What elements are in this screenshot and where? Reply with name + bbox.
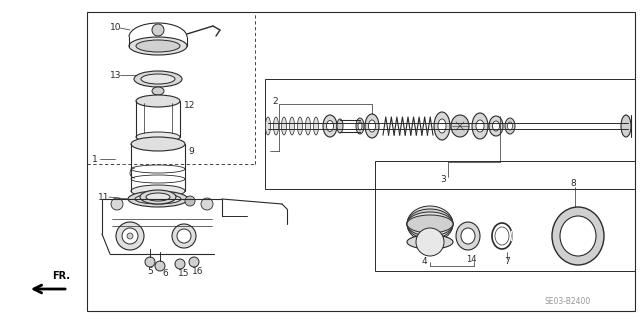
Text: 15: 15 xyxy=(178,270,189,278)
Ellipse shape xyxy=(461,228,475,244)
Circle shape xyxy=(189,257,199,267)
Circle shape xyxy=(177,229,191,243)
Circle shape xyxy=(122,228,138,244)
Text: FR.: FR. xyxy=(52,271,70,281)
Circle shape xyxy=(152,24,164,36)
Ellipse shape xyxy=(451,115,469,137)
Text: 11: 11 xyxy=(98,192,109,202)
Text: 5: 5 xyxy=(147,266,153,276)
Ellipse shape xyxy=(434,112,450,140)
Ellipse shape xyxy=(298,117,303,135)
Circle shape xyxy=(116,222,144,250)
Bar xyxy=(375,161,635,271)
Circle shape xyxy=(175,259,185,269)
Text: 3: 3 xyxy=(440,174,445,183)
Ellipse shape xyxy=(136,40,180,52)
Ellipse shape xyxy=(552,207,604,265)
Text: 12: 12 xyxy=(184,100,195,109)
Ellipse shape xyxy=(472,113,488,139)
Ellipse shape xyxy=(438,119,446,133)
Ellipse shape xyxy=(134,71,182,87)
Bar xyxy=(265,79,635,189)
Ellipse shape xyxy=(407,212,453,236)
Ellipse shape xyxy=(493,121,499,131)
Text: 13: 13 xyxy=(110,70,122,79)
Ellipse shape xyxy=(131,137,185,151)
Ellipse shape xyxy=(456,222,480,250)
Ellipse shape xyxy=(323,115,337,137)
Ellipse shape xyxy=(407,235,453,249)
Circle shape xyxy=(201,198,213,210)
Ellipse shape xyxy=(135,194,181,204)
Ellipse shape xyxy=(129,37,187,55)
Ellipse shape xyxy=(266,117,271,135)
Ellipse shape xyxy=(365,114,379,138)
Ellipse shape xyxy=(505,118,515,134)
Text: 2: 2 xyxy=(272,97,278,106)
Circle shape xyxy=(111,198,123,210)
Ellipse shape xyxy=(326,121,333,131)
Ellipse shape xyxy=(508,122,513,130)
Text: 16: 16 xyxy=(192,268,204,277)
Ellipse shape xyxy=(140,190,176,204)
Text: SE03-B2400: SE03-B2400 xyxy=(545,296,591,306)
Ellipse shape xyxy=(131,185,185,197)
Ellipse shape xyxy=(141,74,175,84)
Ellipse shape xyxy=(495,227,509,245)
Text: 1: 1 xyxy=(92,154,98,164)
Text: 10: 10 xyxy=(110,24,122,33)
Ellipse shape xyxy=(621,115,631,137)
Bar xyxy=(87,12,635,311)
Ellipse shape xyxy=(152,87,164,95)
Ellipse shape xyxy=(560,216,596,256)
Text: 14: 14 xyxy=(466,256,477,264)
Circle shape xyxy=(172,224,196,248)
Ellipse shape xyxy=(146,193,170,201)
Ellipse shape xyxy=(136,95,180,107)
Ellipse shape xyxy=(489,116,503,136)
Ellipse shape xyxy=(337,119,343,133)
Text: 7: 7 xyxy=(504,257,509,266)
Ellipse shape xyxy=(273,117,278,135)
Circle shape xyxy=(127,233,133,239)
Ellipse shape xyxy=(289,117,294,135)
Circle shape xyxy=(145,257,155,267)
Ellipse shape xyxy=(407,215,453,233)
Ellipse shape xyxy=(128,191,188,207)
Ellipse shape xyxy=(369,120,376,132)
Ellipse shape xyxy=(356,118,364,134)
Ellipse shape xyxy=(407,206,453,242)
Text: 9: 9 xyxy=(188,147,194,157)
Text: 8: 8 xyxy=(570,180,576,189)
Ellipse shape xyxy=(358,122,362,130)
Ellipse shape xyxy=(476,120,484,132)
Ellipse shape xyxy=(136,132,180,142)
Circle shape xyxy=(185,196,195,206)
Text: 6: 6 xyxy=(162,270,168,278)
Circle shape xyxy=(155,261,165,271)
Ellipse shape xyxy=(305,117,310,135)
Ellipse shape xyxy=(407,209,453,239)
Ellipse shape xyxy=(314,117,319,135)
Circle shape xyxy=(416,228,444,256)
Ellipse shape xyxy=(282,117,287,135)
Text: 4: 4 xyxy=(422,257,428,266)
